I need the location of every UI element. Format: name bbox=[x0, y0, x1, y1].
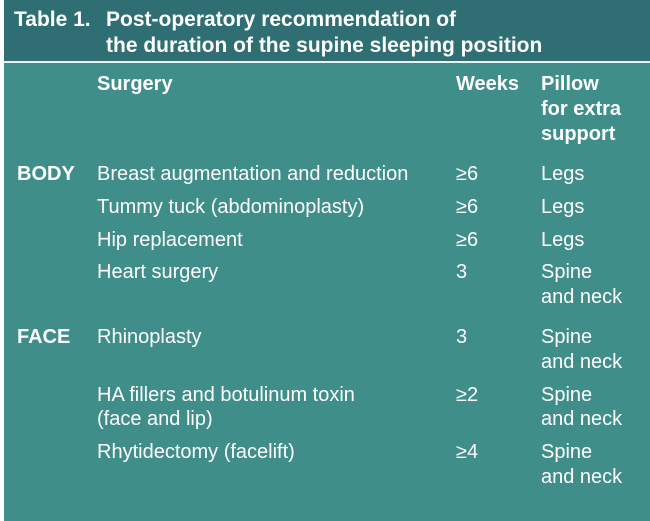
group-label-body: BODY bbox=[17, 163, 75, 185]
row-4-pillow-line-2: and neck bbox=[541, 351, 623, 373]
row-3-surgery: Heart surgery bbox=[97, 261, 219, 283]
row-2-surgery: Hip replacement bbox=[97, 229, 243, 251]
table-number: Table 1. bbox=[14, 8, 91, 31]
row-2-weeks: ≥6 bbox=[456, 229, 479, 251]
row-1-surgery: Tummy tuck (abdominoplasty) bbox=[97, 196, 365, 218]
row-3-pillow-line-1: Spine bbox=[541, 261, 593, 283]
row-5-surgery-line-1: HA fillers and botulinum toxin bbox=[97, 384, 355, 406]
row-1-weeks: ≥6 bbox=[456, 196, 479, 218]
header-pillow-line-3: support bbox=[541, 123, 616, 145]
row-4-surgery: Rhinoplasty bbox=[97, 326, 202, 348]
row-5-pillow-line-2: and neck bbox=[541, 408, 623, 430]
header-weeks: Weeks bbox=[456, 73, 520, 95]
row-5-surgery-line-2: (face and lip) bbox=[97, 408, 213, 430]
row-6-pillow-line-1: Spine bbox=[541, 441, 593, 463]
row-0-surgery: Breast augmentation and reduction bbox=[97, 163, 409, 185]
table-title-line-1: Post-operatory recommendation of bbox=[106, 8, 457, 31]
row-4-pillow-line-1: Spine bbox=[541, 326, 593, 348]
header-pillow-line-2: for extra bbox=[541, 98, 622, 120]
row-3-weeks: 3 bbox=[456, 261, 468, 283]
row-3-pillow-line-2: and neck bbox=[541, 286, 623, 308]
row-0-weeks: ≥6 bbox=[456, 163, 479, 185]
table-title-line-2: the duration of the supine sleeping posi… bbox=[106, 34, 543, 57]
row-4-weeks: 3 bbox=[456, 326, 468, 348]
row-5-weeks: ≥2 bbox=[456, 384, 479, 406]
header-pillow-line-1: Pillow bbox=[541, 73, 599, 95]
row-0-pillow: Legs bbox=[541, 163, 585, 185]
row-1-pillow: Legs bbox=[541, 196, 585, 218]
table-title-bar: Table 1. Post-operatory recommendation o… bbox=[4, 0, 650, 63]
recommendation-table: Table 1. Post-operatory recommendation o… bbox=[4, 0, 650, 521]
row-5-pillow-line-1: Spine bbox=[541, 384, 593, 406]
row-6-weeks: ≥4 bbox=[456, 441, 479, 463]
row-2-pillow: Legs bbox=[541, 229, 585, 251]
row-6-pillow-line-2: and neck bbox=[541, 466, 623, 488]
row-6-surgery: Rhytidectomy (facelift) bbox=[97, 441, 295, 463]
header-surgery: Surgery bbox=[97, 73, 173, 95]
group-label-face: FACE bbox=[17, 326, 71, 348]
